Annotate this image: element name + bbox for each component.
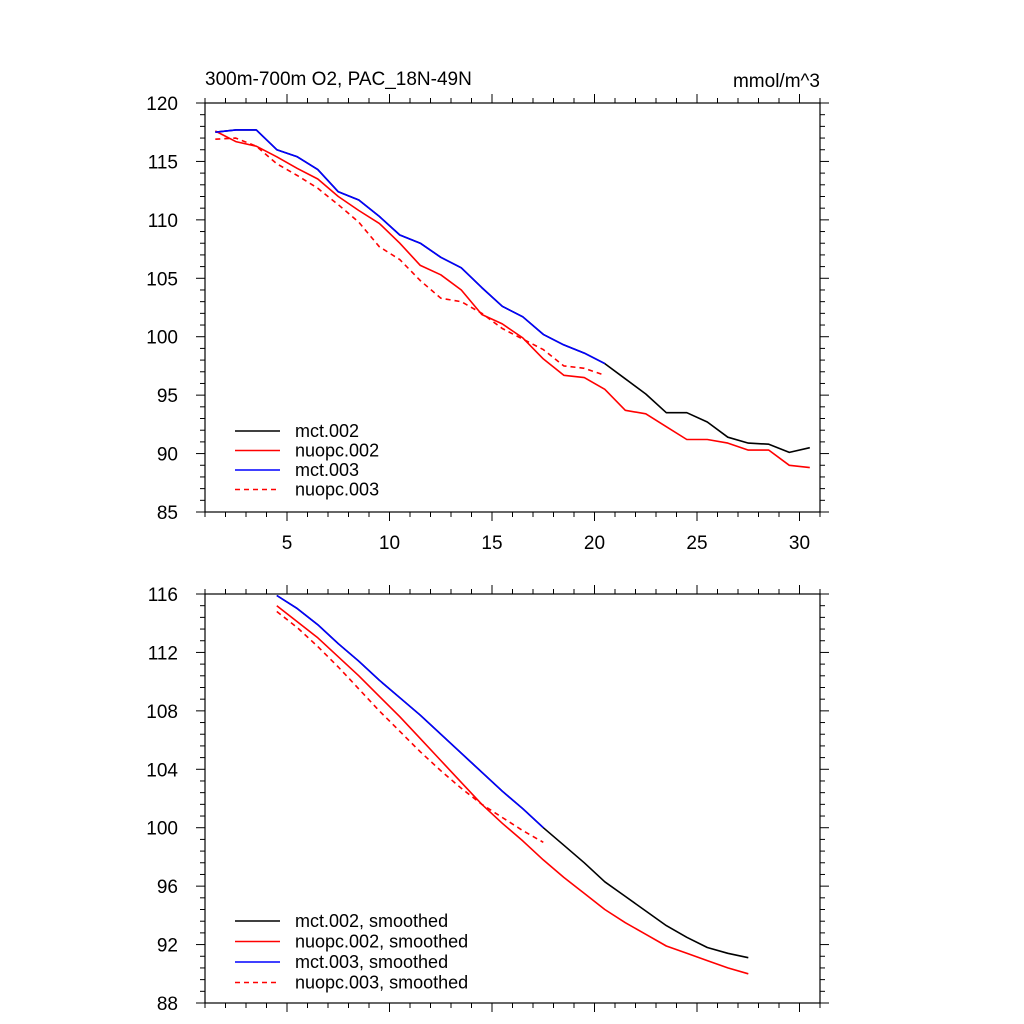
x-tick-label: 30 <box>789 533 810 554</box>
y-tick-label: 96 <box>157 877 178 898</box>
y-tick-label: 95 <box>157 386 178 407</box>
y-tick-label: 100 <box>146 328 178 349</box>
units-label: mmol/m^3 <box>733 71 820 92</box>
y-tick-label: 85 <box>157 503 178 524</box>
y-tick-label: 100 <box>146 819 178 840</box>
chart-title: 300m-700m O2, PAC_18N-49N <box>205 69 472 90</box>
top-chart-panel: 5 10 15 20 25 30 85 90 95 100 105 110 115 120 300m-700… <box>146 69 829 554</box>
y-tick-label: 105 <box>146 269 178 290</box>
x-tick-label: 5 <box>282 533 293 554</box>
y-tick-label: 92 <box>157 936 178 957</box>
x-tick-label: 10 <box>379 533 400 554</box>
legend-label: mct.002 <box>295 421 359 441</box>
x-tick-label: 20 <box>584 533 605 554</box>
series-line-nuopc-003 <box>215 137 606 377</box>
y-tick-label: 110 <box>148 211 178 232</box>
y-tick-label: 115 <box>148 152 178 173</box>
series-line-mct-002-smoothed <box>276 594 749 959</box>
series-line-mct-002 <box>215 129 810 454</box>
legend-label: nuopc.002, smoothed <box>295 932 468 952</box>
legend-label: nuopc.003, smoothed <box>295 973 468 993</box>
y-tick-label: 104 <box>146 760 178 781</box>
legend-label: mct.002, smoothed <box>295 911 448 931</box>
series-line-nuopc-003-smoothed <box>276 610 544 843</box>
legend-label: nuopc.003 <box>295 480 379 500</box>
series-line-nuopc-002-smoothed <box>276 605 749 975</box>
y-tick-label: 120 <box>146 94 178 115</box>
y-tick-label: 116 <box>148 585 178 606</box>
y-tick-label: 108 <box>146 702 178 723</box>
legend-label: mct.003, smoothed <box>295 952 448 972</box>
y-tick-label: 90 <box>157 445 178 466</box>
series-line-mct-003-smoothed <box>276 594 544 829</box>
x-tick-label: 25 <box>686 533 707 554</box>
y-tick-label: 112 <box>148 643 178 664</box>
legend-label: nuopc.002 <box>295 441 379 461</box>
legend-label: mct.003 <box>295 460 359 480</box>
x-tick-label: 15 <box>481 533 502 554</box>
series-line-nuopc-002 <box>214 130 810 469</box>
series-line-mct-003 <box>215 129 606 365</box>
y-tick-label: 88 <box>157 994 178 1015</box>
